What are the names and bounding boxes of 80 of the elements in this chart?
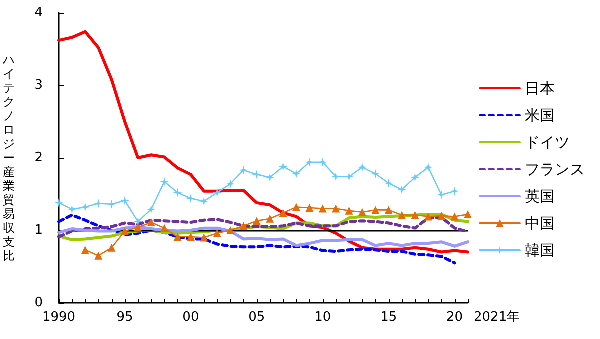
point — [438, 212, 446, 220]
point — [94, 252, 103, 260]
point — [278, 162, 288, 172]
point — [411, 211, 420, 220]
point — [134, 217, 143, 226]
y-tick-label: 3 — [34, 78, 43, 93]
y-tick-label: 0 — [34, 296, 43, 310]
point — [160, 224, 169, 232]
point — [279, 209, 288, 218]
x-tick-label: 00 — [182, 310, 200, 325]
y-tick-label: 4 — [34, 6, 43, 20]
point — [292, 169, 301, 178]
point — [80, 202, 90, 212]
point — [186, 233, 195, 242]
point — [450, 186, 460, 196]
point — [186, 194, 196, 204]
y-tick-label: 2 — [34, 150, 43, 166]
point — [174, 233, 182, 242]
x-tick-label: 10 — [314, 310, 332, 325]
point — [292, 203, 300, 212]
point — [94, 199, 104, 208]
point — [318, 204, 327, 213]
point — [213, 229, 222, 238]
legend-label: 韓国 — [525, 242, 555, 260]
point — [450, 212, 459, 221]
point — [81, 246, 90, 254]
legend-label: 英国 — [525, 188, 555, 206]
x-tick-label: 1990 — [42, 310, 76, 325]
point — [54, 198, 64, 208]
point — [372, 206, 380, 214]
point — [147, 218, 156, 227]
point — [252, 170, 262, 180]
legend-label: ドイツ — [525, 134, 570, 152]
point — [240, 222, 248, 230]
point — [371, 169, 380, 178]
point — [200, 234, 208, 242]
point — [398, 211, 406, 220]
point — [437, 190, 446, 200]
point — [200, 197, 209, 206]
point — [134, 224, 142, 232]
point — [358, 162, 367, 172]
x-tick-label: 15 — [380, 310, 398, 325]
point — [424, 212, 432, 221]
y-tick-label: 1 — [34, 223, 43, 238]
point — [120, 227, 129, 236]
line-series — [58, 30, 470, 254]
legend-label: フランス — [525, 160, 585, 178]
point — [464, 210, 472, 219]
line-series — [58, 214, 456, 265]
text: ハイテクノロジー産業貿易収支比 — [3, 53, 15, 263]
x-axis-title: 2021年 — [474, 310, 520, 325]
point — [266, 214, 274, 223]
point — [384, 206, 393, 214]
point — [398, 185, 407, 194]
point — [226, 226, 235, 234]
x-tick-label: 05 — [248, 310, 266, 325]
point — [239, 166, 248, 175]
point — [68, 204, 77, 214]
point — [212, 188, 222, 198]
point — [120, 196, 130, 206]
point — [108, 244, 116, 252]
point — [226, 180, 236, 189]
point — [107, 200, 116, 209]
point — [332, 204, 340, 213]
point — [384, 178, 394, 188]
point — [173, 188, 182, 198]
point — [252, 217, 261, 226]
legend-label: 日本 — [525, 80, 555, 98]
x-tick-label: 95 — [116, 310, 134, 325]
point — [358, 208, 366, 216]
point — [266, 173, 275, 182]
point — [146, 204, 156, 214]
point — [160, 177, 170, 186]
x-tick-label: 20 — [446, 310, 464, 325]
point — [345, 206, 354, 215]
point — [306, 204, 314, 212]
point — [410, 173, 420, 182]
legend-label: 米国 — [525, 106, 555, 124]
legend-label: 中国 — [525, 214, 555, 232]
point — [424, 162, 433, 172]
